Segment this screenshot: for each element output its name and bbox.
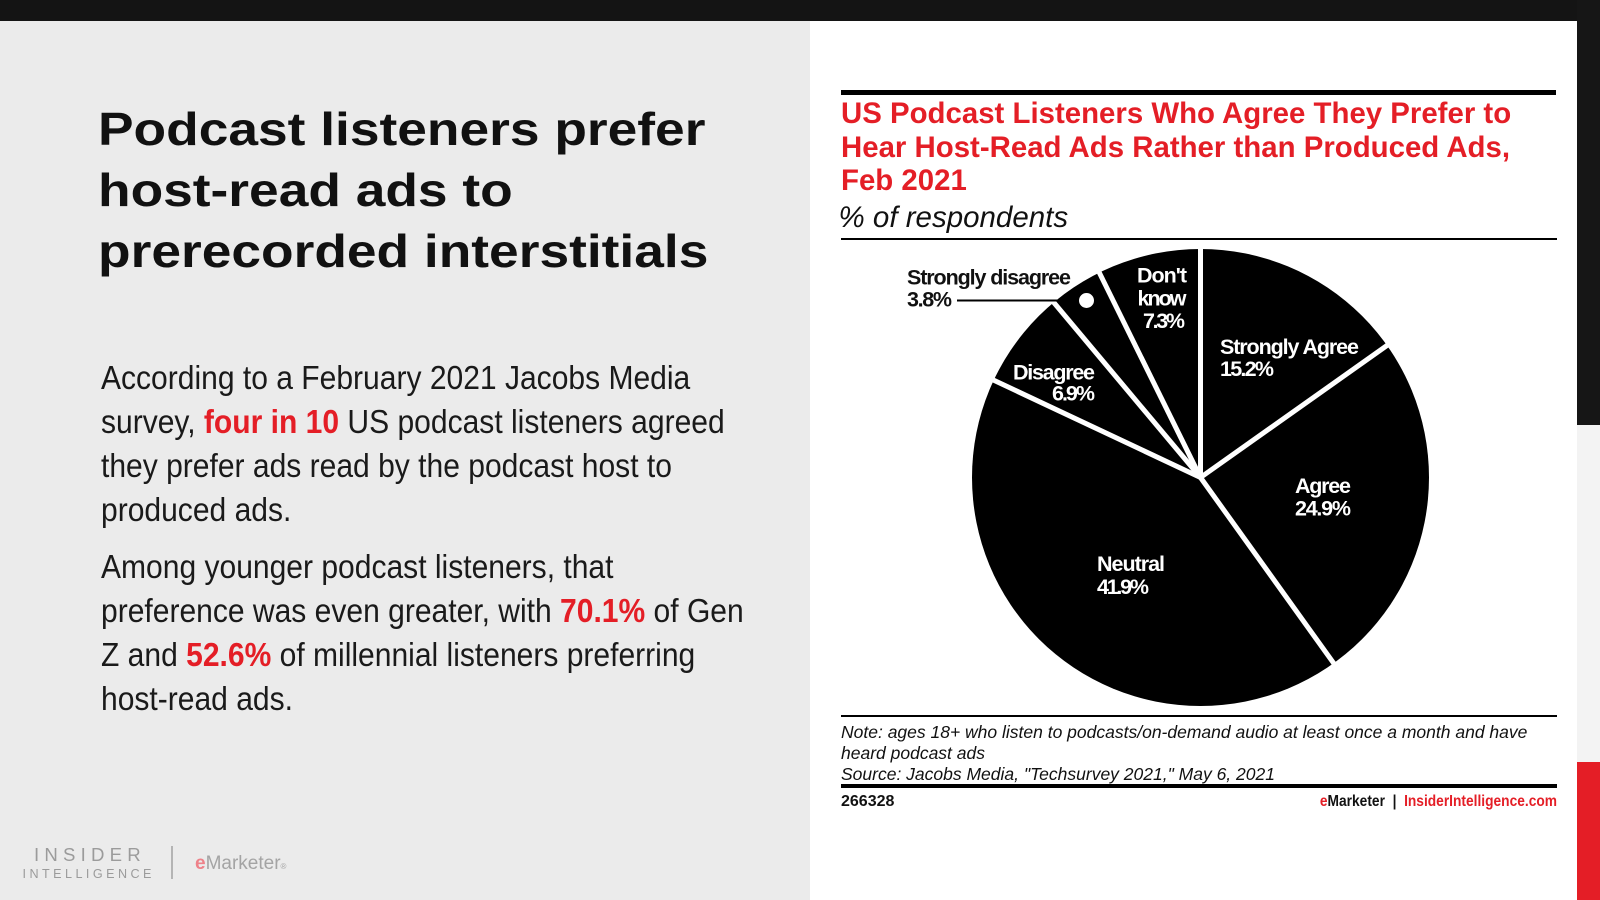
svg-text:know: know	[1138, 287, 1187, 311]
svg-text:24.9%: 24.9%	[1295, 497, 1351, 521]
svg-text:15.2%: 15.2%	[1220, 357, 1274, 381]
svg-text:6.9%: 6.9%	[1052, 382, 1095, 406]
svg-text:Don't: Don't	[1137, 264, 1187, 288]
svg-text:Strongly Agree: Strongly Agree	[1220, 335, 1359, 359]
svg-text:Agree: Agree	[1295, 474, 1351, 498]
svg-text:Disagree: Disagree	[1013, 361, 1095, 385]
svg-text:Strongly disagree: Strongly disagree	[907, 266, 1071, 290]
svg-text:3.8%: 3.8%	[907, 288, 952, 312]
svg-text:41.9%: 41.9%	[1097, 575, 1149, 599]
svg-text:Neutral: Neutral	[1097, 552, 1165, 576]
svg-text:7.3%: 7.3%	[1143, 309, 1185, 333]
